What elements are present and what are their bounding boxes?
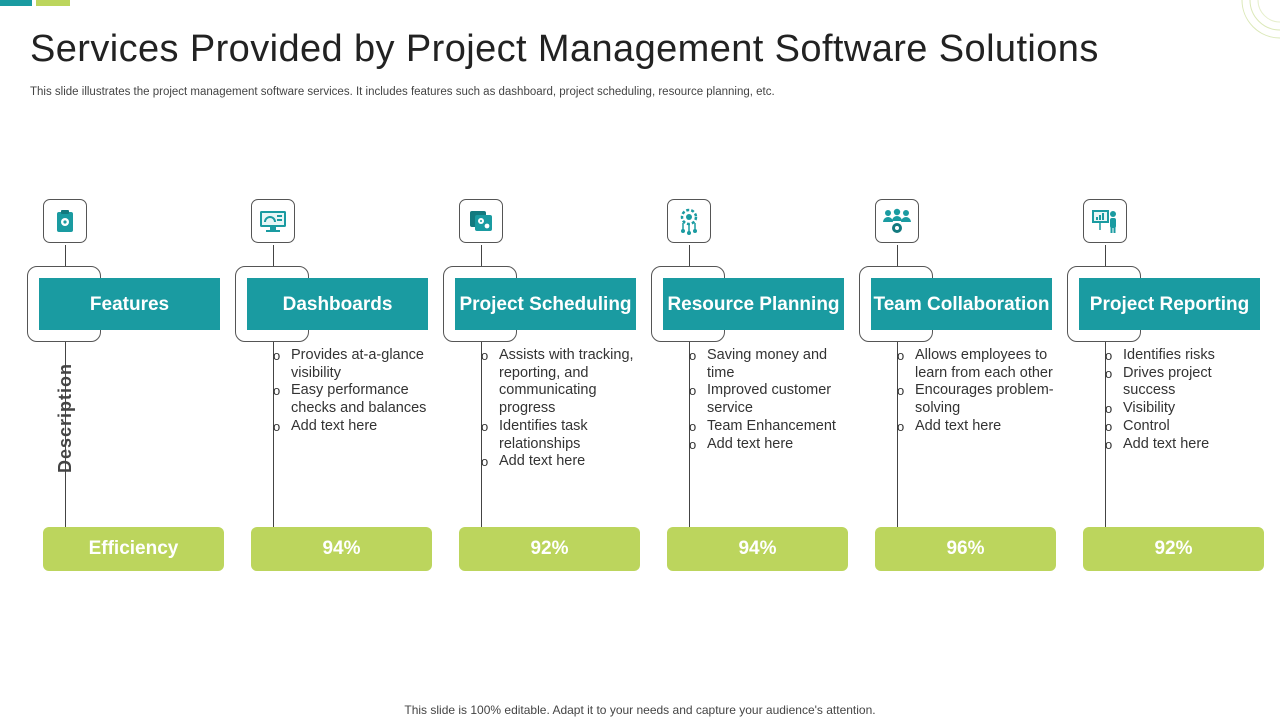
footer-note: This slide is 100% editable. Adapt it to… bbox=[404, 703, 876, 717]
resource-network-icon bbox=[667, 199, 711, 243]
monitor-dashboard-icon bbox=[251, 199, 295, 243]
accent-bar-teal bbox=[0, 0, 32, 6]
description-item: Easy performance checks and balances bbox=[273, 382, 431, 417]
description-item: Allows employees to learn from each othe… bbox=[897, 347, 1055, 382]
description-item: Visibility bbox=[1105, 400, 1263, 418]
description-item: Control bbox=[1105, 418, 1263, 436]
page-subtitle: This slide illustrates the project manag… bbox=[30, 86, 775, 98]
column-header-team-collaboration: Team Collaboration bbox=[871, 278, 1052, 330]
description-item: Drives project success bbox=[1105, 365, 1263, 400]
description-list: Provides at-a-glance visibilityEasy perf… bbox=[273, 347, 431, 436]
column-header-resource-planning: Resource Planning bbox=[663, 278, 844, 330]
description-item: Add text here bbox=[273, 418, 431, 436]
metric-value-project-reporting: 92% bbox=[1083, 527, 1264, 571]
description-item: Add text here bbox=[481, 453, 639, 471]
description-item: Improved customer service bbox=[689, 382, 847, 417]
column-resource-planning: Resource Planning Saving money and timeIm… bbox=[651, 199, 887, 571]
column-header-project-scheduling: Project Scheduling bbox=[455, 278, 636, 330]
description-item: Identifies risks bbox=[1105, 347, 1263, 365]
metric-label-efficiency: Efficiency bbox=[43, 527, 224, 571]
column-header-features: Features bbox=[39, 278, 220, 330]
metric-value-dashboards: 94% bbox=[251, 527, 432, 571]
decorative-circles bbox=[1241, 0, 1280, 39]
column-features: Features Description Efficiency bbox=[27, 199, 263, 571]
description-item: Identifies task relationships bbox=[481, 418, 639, 453]
connector-line bbox=[65, 245, 66, 527]
column-header-dashboards: Dashboards bbox=[247, 278, 428, 330]
column-header-project-reporting: Project Reporting bbox=[1079, 278, 1260, 330]
metric-value-project-scheduling: 92% bbox=[459, 527, 640, 571]
description-item: Saving money and time bbox=[689, 347, 847, 382]
column-project-scheduling: Project Scheduling Assists with tracking,… bbox=[443, 199, 679, 571]
accent-bar-green bbox=[36, 0, 70, 6]
description-item: Add text here bbox=[897, 418, 1055, 436]
description-list: Assists with tracking, reporting, and co… bbox=[481, 347, 639, 471]
clipboard-gear-icon bbox=[43, 199, 87, 243]
description-item: Add text here bbox=[1105, 436, 1263, 454]
description-item: Team Enhancement bbox=[689, 418, 847, 436]
metric-value-resource-planning: 94% bbox=[667, 527, 848, 571]
presentation-reporting-icon bbox=[1083, 199, 1127, 243]
description-item: Assists with tracking, reporting, and co… bbox=[481, 347, 639, 418]
schedule-gears-icon bbox=[459, 199, 503, 243]
description-item: Add text here bbox=[689, 436, 847, 454]
column-team-collaboration: Team Collaboration Allows employees to le… bbox=[859, 199, 1095, 571]
description-list: Allows employees to learn from each othe… bbox=[897, 347, 1055, 436]
description-item: Encourages problem-solving bbox=[897, 382, 1055, 417]
description-list: Identifies risksDrives project successVi… bbox=[1105, 347, 1263, 453]
row-label-description: Description bbox=[55, 362, 75, 473]
description-list: Saving money and timeImproved customer s… bbox=[689, 347, 847, 453]
metric-value-team-collaboration: 96% bbox=[875, 527, 1056, 571]
team-gear-icon bbox=[875, 199, 919, 243]
column-project-reporting: Project Reporting Identifies risksDrives … bbox=[1067, 199, 1280, 571]
column-dashboards: Dashboards Provides at-a-glance visibilit… bbox=[235, 199, 471, 571]
page-title: Services Provided by Project Management … bbox=[30, 28, 1099, 70]
description-item: Provides at-a-glance visibility bbox=[273, 347, 431, 382]
